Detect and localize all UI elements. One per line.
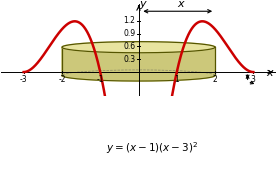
Text: 1: 1 [175,75,179,84]
Polygon shape [62,42,215,53]
Text: 0.9: 0.9 [123,29,135,38]
Polygon shape [62,47,215,81]
Text: 3: 3 [251,75,256,84]
Text: 0.3: 0.3 [123,55,135,64]
Text: 2: 2 [213,75,217,84]
Text: -2: -2 [58,75,66,84]
Text: x: x [177,0,184,9]
Text: 1.2: 1.2 [124,16,135,25]
Text: 0.6: 0.6 [123,42,135,51]
Text: x: x [266,68,273,78]
Text: -3: -3 [20,75,27,84]
Text: -1: -1 [96,75,104,84]
Text: $y=(x-1)(x-3)^2$: $y=(x-1)(x-3)^2$ [106,141,198,156]
Text: y: y [140,0,147,9]
